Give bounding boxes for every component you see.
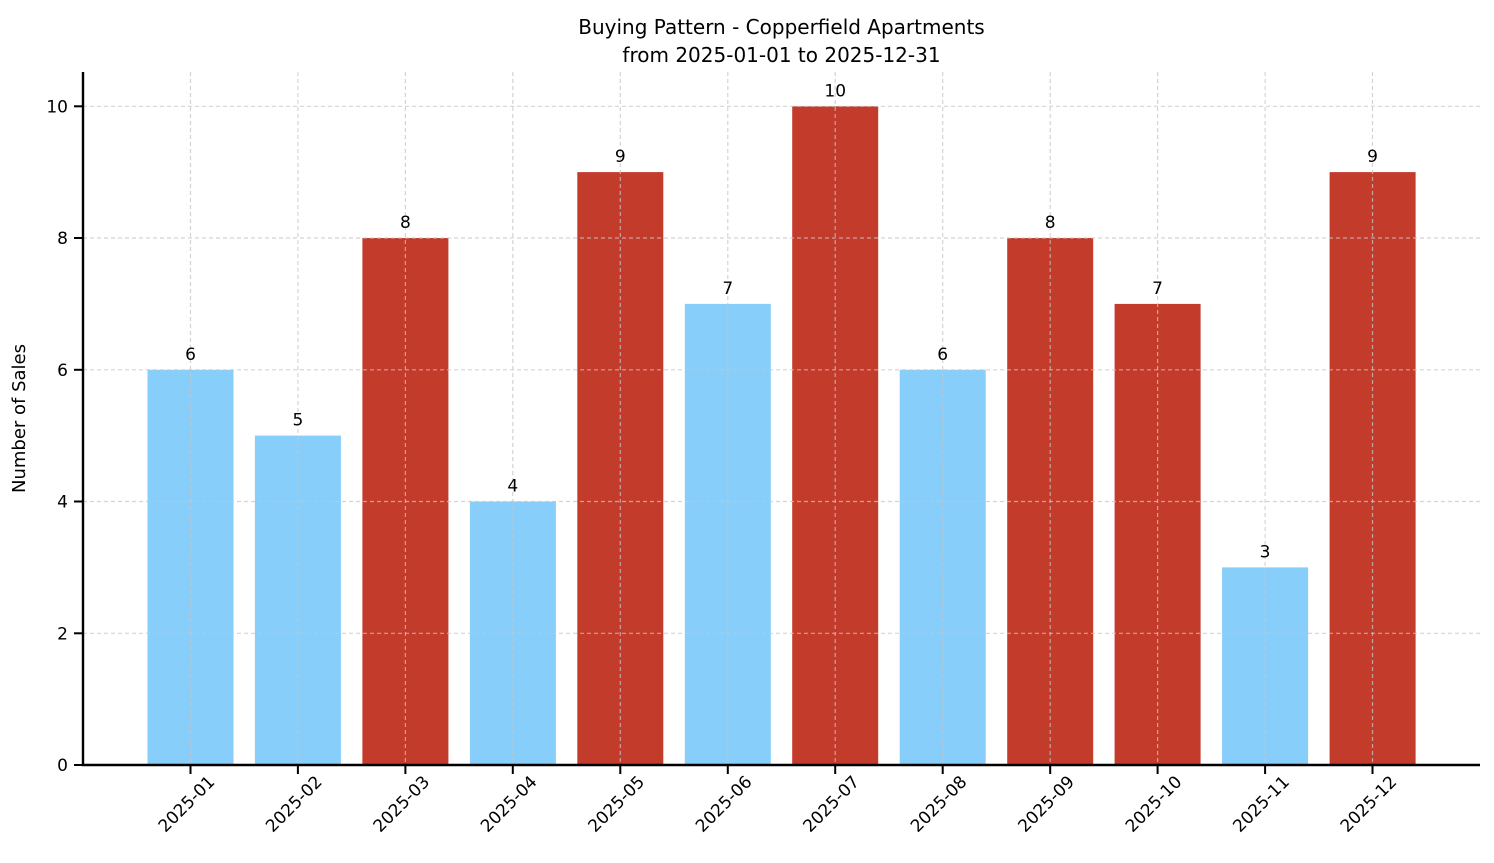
y-tick-label: 0 — [57, 756, 68, 776]
y-tick-label: 8 — [57, 229, 68, 249]
bar-value-label: 3 — [1260, 542, 1271, 562]
chart-title: Buying Pattern - Copperfield Apartments — [578, 15, 984, 39]
x-tick-label: 2025-07 — [799, 772, 863, 836]
bar-value-label: 9 — [1367, 147, 1378, 167]
bar-value-label: 8 — [400, 213, 411, 233]
x-tick-label: 2025-11 — [1229, 772, 1293, 836]
x-tick-label: 2025-08 — [907, 772, 971, 836]
x-tick-label: 2025-10 — [1122, 772, 1186, 836]
x-tick-label: 2025-02 — [262, 772, 326, 836]
bar-value-label: 7 — [1152, 279, 1163, 299]
bar-2025-01 — [147, 369, 234, 765]
x-tick-label: 2025-09 — [1014, 772, 1078, 836]
chart-subtitle: from 2025-01-01 to 2025-12-31 — [622, 43, 940, 67]
x-tick-label: 2025-12 — [1337, 772, 1401, 836]
y-tick-label: 4 — [57, 493, 68, 513]
y-axis-label: Number of Sales — [9, 344, 30, 493]
bar-value-label: 4 — [507, 477, 518, 497]
x-tick-label: 2025-01 — [155, 772, 219, 836]
bar-value-label: 10 — [824, 81, 846, 101]
bar-value-label: 7 — [722, 279, 733, 299]
bar-value-label: 9 — [615, 147, 626, 167]
bar-value-label: 8 — [1045, 213, 1056, 233]
x-tick-label: 2025-06 — [692, 772, 756, 836]
bar-value-label: 6 — [185, 345, 196, 365]
bar-value-label: 5 — [292, 411, 303, 431]
x-tick-label: 2025-03 — [370, 772, 434, 836]
x-tick-label: 2025-04 — [477, 772, 541, 836]
x-tick-label: 2025-05 — [585, 772, 649, 836]
bar-2025-08 — [899, 369, 986, 765]
y-tick-label: 6 — [57, 361, 68, 381]
y-tick-label: 10 — [46, 97, 68, 117]
bar-value-label: 6 — [937, 345, 948, 365]
y-tick-label: 2 — [57, 624, 68, 644]
